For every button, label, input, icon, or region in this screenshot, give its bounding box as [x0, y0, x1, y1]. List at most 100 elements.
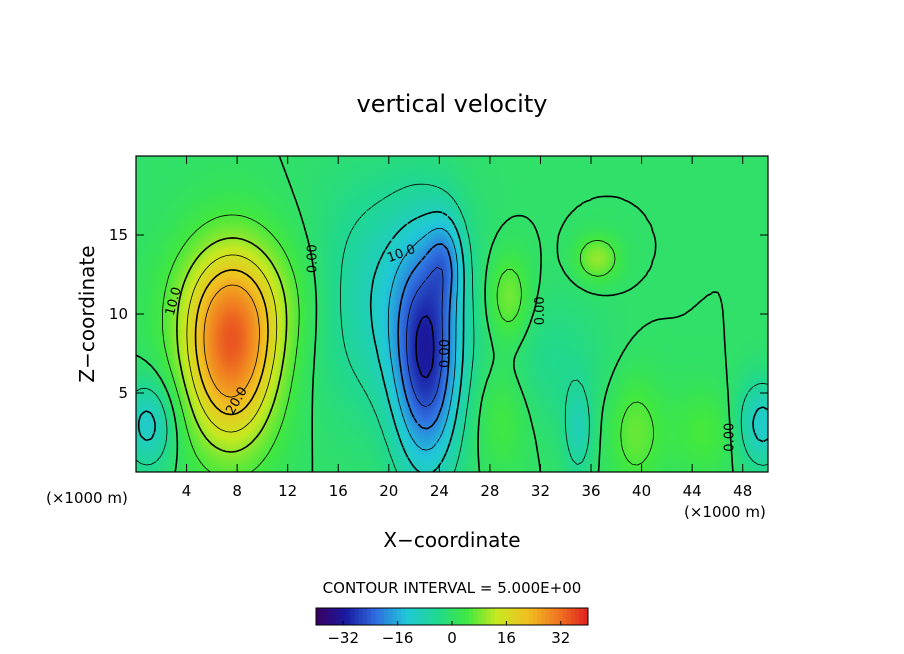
x-tick-label: 20 [379, 482, 398, 500]
colorbar-cell [379, 608, 385, 625]
y-tick-label: 10 [109, 305, 128, 323]
x-tick-label: 32 [531, 482, 550, 500]
x-tick-label: 4 [182, 482, 192, 500]
contour-line-neg10 [137, 210, 768, 472]
colorbar-cell [562, 608, 568, 625]
colorbar-tick-label: −16 [382, 629, 414, 647]
colorbar-cell [367, 608, 372, 625]
colorbar-cell [362, 608, 368, 625]
x-tick-label: 28 [480, 482, 499, 500]
colorbar-tick-label: −32 [327, 629, 359, 647]
contour-line-pos5 [162, 214, 654, 472]
colorbar-cell [320, 608, 325, 625]
colorbar-cell [566, 608, 572, 625]
colorbar-ticks: −32 −16 0 16 32 [327, 621, 570, 647]
colorbar-cell [558, 608, 563, 625]
contour-line-pos15 [186, 254, 278, 433]
colorbar-cell [384, 608, 389, 625]
colorbar-cell [494, 608, 500, 625]
chart-title: vertical velocity [357, 90, 548, 118]
colorbar-cell [460, 608, 466, 625]
colorbar-cell [443, 608, 449, 625]
colorbar-cell [375, 608, 381, 625]
colorbar-tick-label: 32 [551, 629, 570, 647]
colorbar-cell [503, 608, 508, 625]
colorbar-cell [447, 608, 453, 625]
colorbar-cell [401, 608, 406, 625]
colorbar-cell [350, 608, 355, 625]
colorbar-cell [537, 608, 542, 625]
colorbar-cell [316, 608, 321, 625]
x-tick-label: 36 [581, 482, 600, 500]
contour-line-pos10 [176, 237, 288, 453]
colorbar-cell [426, 608, 432, 625]
colorbar-cell [392, 608, 398, 625]
x-unit-right-label: (×1000 m) [684, 503, 766, 521]
colorbar-cell [358, 608, 364, 625]
colorbar-cell [524, 608, 529, 625]
contour-line-neg30 [415, 315, 435, 379]
y-axis-ticks: 5 10 15 [109, 226, 768, 402]
colorbar-cell [337, 608, 342, 625]
colorbar-cell [575, 608, 580, 625]
colorbar-cell [477, 608, 483, 625]
colorbar-cell [490, 608, 495, 625]
contour-label-0: 10.0 [163, 285, 185, 317]
colorbar-tick-label: 16 [497, 629, 516, 647]
colorbar-cell [473, 608, 478, 625]
x-tick-label: 44 [683, 482, 702, 500]
colorbar-cell [498, 608, 504, 625]
colorbar-cell [396, 608, 402, 625]
y-axis-label: Z−coordinate [75, 245, 99, 382]
colorbar-cell [341, 608, 347, 625]
y-tick-label: 15 [109, 226, 128, 244]
colorbar-cell [435, 608, 440, 625]
contour-interval-note: CONTOUR INTERVAL = 5.000E+00 [323, 579, 582, 597]
colorbar-cell [345, 608, 351, 625]
contour-label-4: 0.00 [438, 339, 453, 368]
contour-label-2: 0.00 [306, 244, 321, 273]
colorbar-cell [422, 608, 427, 625]
colorbar-cell [532, 608, 538, 625]
x-tick-label: 40 [632, 482, 651, 500]
contour-label-6: 0.00 [723, 423, 738, 452]
contour-line-neg20 [397, 243, 453, 430]
colorbar-cell [430, 608, 436, 625]
colorbar-tick-label: 0 [447, 629, 457, 647]
colorbar-cells [316, 608, 589, 625]
colorbar-cell [418, 608, 423, 625]
x-tick-label: 48 [733, 482, 752, 500]
velocity-field-image [136, 156, 768, 472]
colorbar-cell [511, 608, 517, 625]
contour-line-neg25 [406, 266, 444, 408]
x-tick-label: 24 [430, 482, 449, 500]
colorbar-cell [324, 608, 330, 625]
x-tick-label: 8 [232, 482, 242, 500]
colorbar-cell [481, 608, 487, 625]
x-axis-label: X−coordinate [383, 528, 520, 552]
colorbar-cell [545, 608, 551, 625]
colorbar-cell [571, 608, 576, 625]
colorbar-cell [515, 608, 521, 625]
colorbar-cell [549, 608, 555, 625]
contour-line-neg15 [387, 228, 459, 451]
contour-line-neg5 [136, 183, 768, 472]
colorbar-cell [413, 608, 419, 625]
contour-line-pos25 [203, 284, 260, 398]
colorbar-cell [583, 608, 589, 625]
colorbar-cell [541, 608, 546, 625]
colorbar-cell [405, 608, 410, 625]
x-unit-left-label: (×1000 m) [46, 489, 128, 507]
colorbar-cell [464, 608, 470, 625]
colorbar-cell [456, 608, 461, 625]
colorbar-cell [333, 608, 338, 625]
x-tick-label: 12 [278, 482, 297, 500]
colorbar: −32 −16 0 16 32 [315, 607, 589, 647]
colorbar-cell [507, 608, 512, 625]
colorbar-cell [579, 608, 585, 625]
colorbar-cell [469, 608, 474, 625]
contour-line-pos0 [136, 156, 734, 472]
colorbar-cell [520, 608, 525, 625]
colorbar-cell [371, 608, 376, 625]
